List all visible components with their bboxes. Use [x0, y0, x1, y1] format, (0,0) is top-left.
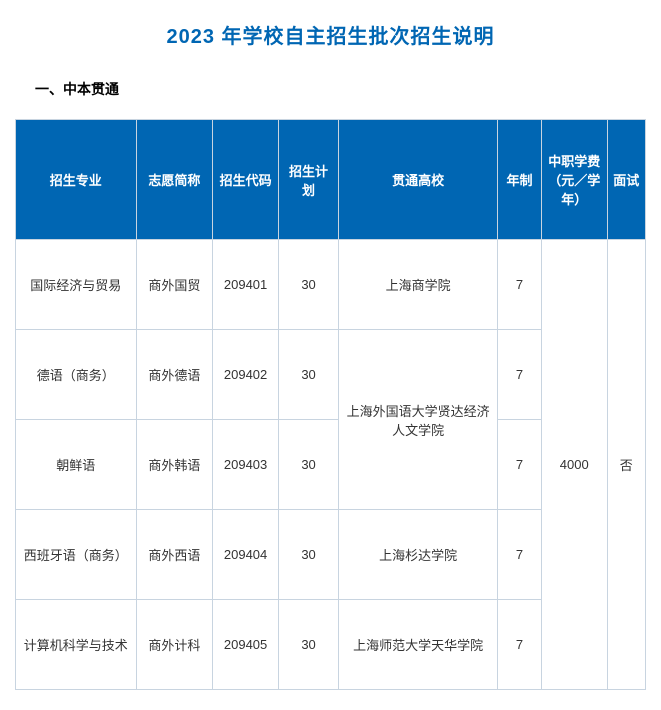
cell-major: 西班牙语（商务） [16, 510, 137, 600]
cell-code: 209402 [213, 330, 279, 420]
cell-abbr: 商外韩语 [136, 420, 213, 510]
cell-univ: 上海师范大学天华学院 [339, 600, 498, 690]
cell-code: 209404 [213, 510, 279, 600]
header-univ: 贯通高校 [339, 120, 498, 240]
cell-year: 7 [498, 420, 542, 510]
cell-univ: 上海商学院 [339, 240, 498, 330]
cell-year: 7 [498, 240, 542, 330]
section-heading: 一、中本贯通 [35, 79, 646, 99]
cell-code: 209403 [213, 420, 279, 510]
cell-major: 计算机科学与技术 [16, 600, 137, 690]
cell-plan: 30 [278, 330, 338, 420]
header-interview: 面试 [607, 120, 645, 240]
header-year: 年制 [498, 120, 542, 240]
cell-abbr: 商外西语 [136, 510, 213, 600]
cell-major: 国际经济与贸易 [16, 240, 137, 330]
cell-plan: 30 [278, 240, 338, 330]
header-major: 招生专业 [16, 120, 137, 240]
cell-plan: 30 [278, 420, 338, 510]
cell-univ: 上海杉达学院 [339, 510, 498, 600]
table-header-row: 招生专业 志愿简称 招生代码 招生计划 贯通高校 年制 中职学费（元／学年） 面… [16, 120, 646, 240]
cell-code: 209405 [213, 600, 279, 690]
cell-abbr: 商外德语 [136, 330, 213, 420]
cell-year: 7 [498, 510, 542, 600]
header-abbr: 志愿简称 [136, 120, 213, 240]
cell-abbr: 商外国贸 [136, 240, 213, 330]
cell-plan: 30 [278, 600, 338, 690]
cell-fee: 4000 [541, 240, 607, 690]
cell-major: 德语（商务） [16, 330, 137, 420]
header-fee: 中职学费（元／学年） [541, 120, 607, 240]
admissions-table: 招生专业 志愿简称 招生代码 招生计划 贯通高校 年制 中职学费（元／学年） 面… [15, 119, 646, 690]
table-row: 国际经济与贸易 商外国贸 209401 30 上海商学院 7 4000 否 [16, 240, 646, 330]
cell-interview: 否 [607, 240, 645, 690]
cell-major: 朝鲜语 [16, 420, 137, 510]
cell-univ: 上海外国语大学贤达经济人文学院 [339, 330, 498, 510]
cell-plan: 30 [278, 510, 338, 600]
header-plan: 招生计划 [278, 120, 338, 240]
cell-year: 7 [498, 600, 542, 690]
cell-abbr: 商外计科 [136, 600, 213, 690]
cell-year: 7 [498, 330, 542, 420]
page-title: 2023 年学校自主招生批次招生说明 [15, 20, 646, 49]
header-code: 招生代码 [213, 120, 279, 240]
cell-code: 209401 [213, 240, 279, 330]
